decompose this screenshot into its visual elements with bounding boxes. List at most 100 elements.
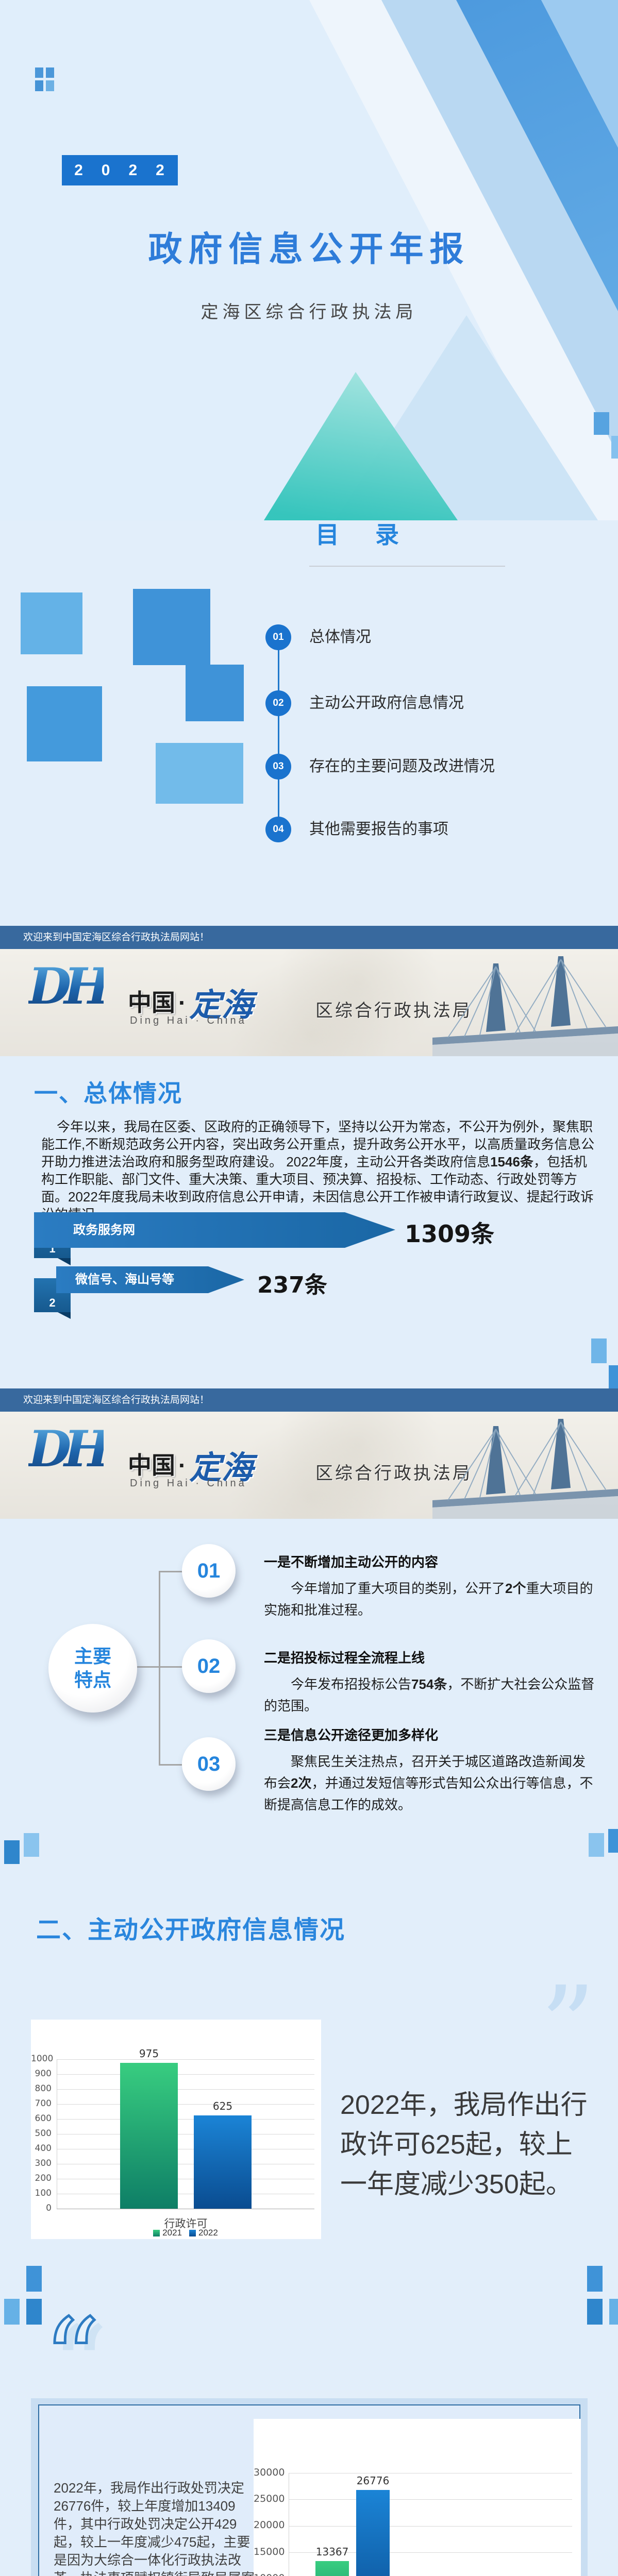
corner-bar-icon [4,1840,20,1864]
bar s-blue [194,2115,252,2209]
toc-square-deco [156,743,243,804]
ytick: 10000 [254,2572,285,2576]
ytick: 100 [35,2188,52,2198]
ytick: 300 [35,2158,52,2168]
gridline [57,2089,314,2090]
welcome-bar: 欢迎来到中国定海区综合行政执法局网站！ [0,926,618,949]
feature-connector [159,1571,160,1766]
feature-connector [137,1666,183,1668]
banner-cn-text: 中国 [128,1452,175,1479]
stat-arrow-number: 2 [49,1296,56,1309]
feature-key-number: 2次 [291,1775,312,1791]
gridline [57,2074,314,2075]
ytick: 900 [35,2068,52,2079]
squares-cluster-bar [609,2299,618,2325]
ytick: 200 [35,2173,52,2183]
feature-number-circle: 01 [182,1544,236,1598]
gridline [57,2059,314,2060]
chart-permits-bar: 0 100 200 300 400 500 600 700 800 900 1000 975 625 行政… [31,2020,321,2239]
feature-text-part: 今年发布招投标公告 [291,1676,412,1692]
site-header-banner: DH 中国 ·定海 Ding Hai · China 区综合行政执法局 [0,949,618,1056]
feature-text: 今年发布招投标公告754条，不断扩大社会公众监督的范围。 [264,1673,598,1717]
banner-dot: · [178,1452,187,1479]
hero-diagonal-decoration [0,0,618,520]
squares-cluster-bar [587,2266,603,2292]
ytick: 30000 [254,2466,285,2478]
gridline [289,2526,572,2527]
bar s-blue [356,2490,390,2576]
bar s-green [315,2561,349,2576]
feature-text: 聚焦民生关注热点，召开关于城区道路改造新闻发布会2次，并通过发短信等形式告知公众… [264,1751,598,1816]
site-header-banner: DH 中国 ·定海 Ding Hai · China 区综合行政执法局 [0,1412,618,1519]
banner-pinyin: Ding Hai · China [130,1478,247,1489]
legend-item: 2021 [153,2228,182,2238]
feature-number-circle: 03 [182,1737,236,1791]
banner-cn-text: 中国 [128,989,175,1016]
toc-square-deco [133,589,210,665]
toc-item-label: 总体情况 [309,629,371,646]
ytick: 500 [35,2128,52,2139]
section1-paragraph-part1: 今年以来，我局在区委、区政府的正确领导下，坚持以公开为常态，不公开为例外，聚焦职… [41,1119,595,1170]
features-badge-line2: 特点 [74,1669,111,1690]
ytick: 0 [46,2202,52,2213]
feature-title: 一是不断增加主动公开的内容 [264,1554,439,1570]
squares-cluster-bar [4,2299,20,2325]
right-edge-bar-icon [591,1338,607,1363]
toc-item-number: 04 [265,817,291,842]
section2-heading: 二、主动公开政府信息情况 [36,1917,346,1944]
dinghai-logo: DH [28,957,111,1015]
page-subtitle: 定海区综合行政执法局 [201,302,417,322]
dinghai-logo: DH [28,1420,111,1478]
gridline [57,2104,314,2105]
bridge-photo [432,956,618,1056]
ytick: 800 [35,2083,52,2094]
feature-text-part: 今年增加了重大项目的类别，公开了 [291,1581,506,1596]
stat-arrow-1: 1 政务服务网 1309条 [34,1212,508,1265]
stat-arrow-2: 2 微信号、海山号等 237条 [34,1266,395,1323]
toc-item-label: 其他需要报告的事项 [309,821,448,838]
corner-bar-icon [24,1833,39,1857]
bar-label: 13367 [315,2545,349,2558]
feature-text-part: ，不断扩大社会公众监督的范围。 [264,1676,595,1714]
ytick: 1000 [31,2053,54,2064]
welcome-text: 欢迎来到中国定海区综合行政执法局网站！ [23,1395,210,1405]
corner-bar-icon [589,1833,604,1857]
toc-connector-line [278,637,279,830]
feature-connector [159,1571,183,1572]
welcome-text: 欢迎来到中国定海区综合行政执法局网站！ [23,932,210,943]
legend-item: 2022 [189,2228,218,2238]
gridline [289,2499,572,2500]
cat-label: 行政许可 [164,2218,208,2230]
ytick: 400 [35,2143,52,2154]
section1-paragraph-part2: ，包括机构工作职能、部门文件、重大决策、重大项目、预决算、招投标、工作动态、行政… [41,1154,594,1222]
feature-text: 今年增加了重大项目的类别，公开了2个重大项目的实施和批准过程。 [264,1578,598,1621]
banner-dot: · [178,989,187,1016]
squares-cluster-bar [26,2299,42,2325]
bar-label: 625 [212,2099,233,2112]
toc-item-number: 01 [265,624,291,650]
welcome-bar: 欢迎来到中国定海区综合行政执法局网站！ [0,1388,618,1412]
feature-connector [159,1764,183,1766]
toc-title: 目录 [315,521,435,548]
toc-square-deco [186,665,244,721]
features-badge: 主要 特点 [48,1624,137,1713]
banner-dinghai-script: 定海 [189,986,254,1024]
gridline [57,2119,314,2120]
toc-item-number: 03 [265,754,291,779]
banner-org-name: 区综合行政执法局 [315,1001,472,1021]
toc-square-deco [21,592,82,654]
legend: 2021 2022 [57,2228,314,2238]
section1-paragraph: 今年以来，我局在区委、区政府的正确领导下，坚持以公开为常态，不公开为例外，聚焦职… [41,1118,600,1223]
bar-label: 26776 [356,2475,390,2487]
open-quote-icon: “ [42,2295,102,2424]
banner-dinghai-script: 定海 [189,1449,254,1486]
feature-text-part: 聚焦民生关注热点，召开关于城区道路改造新闻发布会 [264,1754,586,1791]
feature-text-part: 重大项目的实施和批准过程。 [264,1581,593,1618]
features-badge-line1: 主要 [74,1646,111,1667]
right-edge-bar-icon [609,1365,618,1390]
stat-arrow-value: 237条 [257,1272,327,1298]
section1-heading: 一、总体情况 [34,1080,182,1107]
feature-text-part: ，并通过发短信等形式告知公众出行等信息，不断提高信息工作的成效。 [264,1775,593,1812]
bar s-green [120,2063,178,2209]
